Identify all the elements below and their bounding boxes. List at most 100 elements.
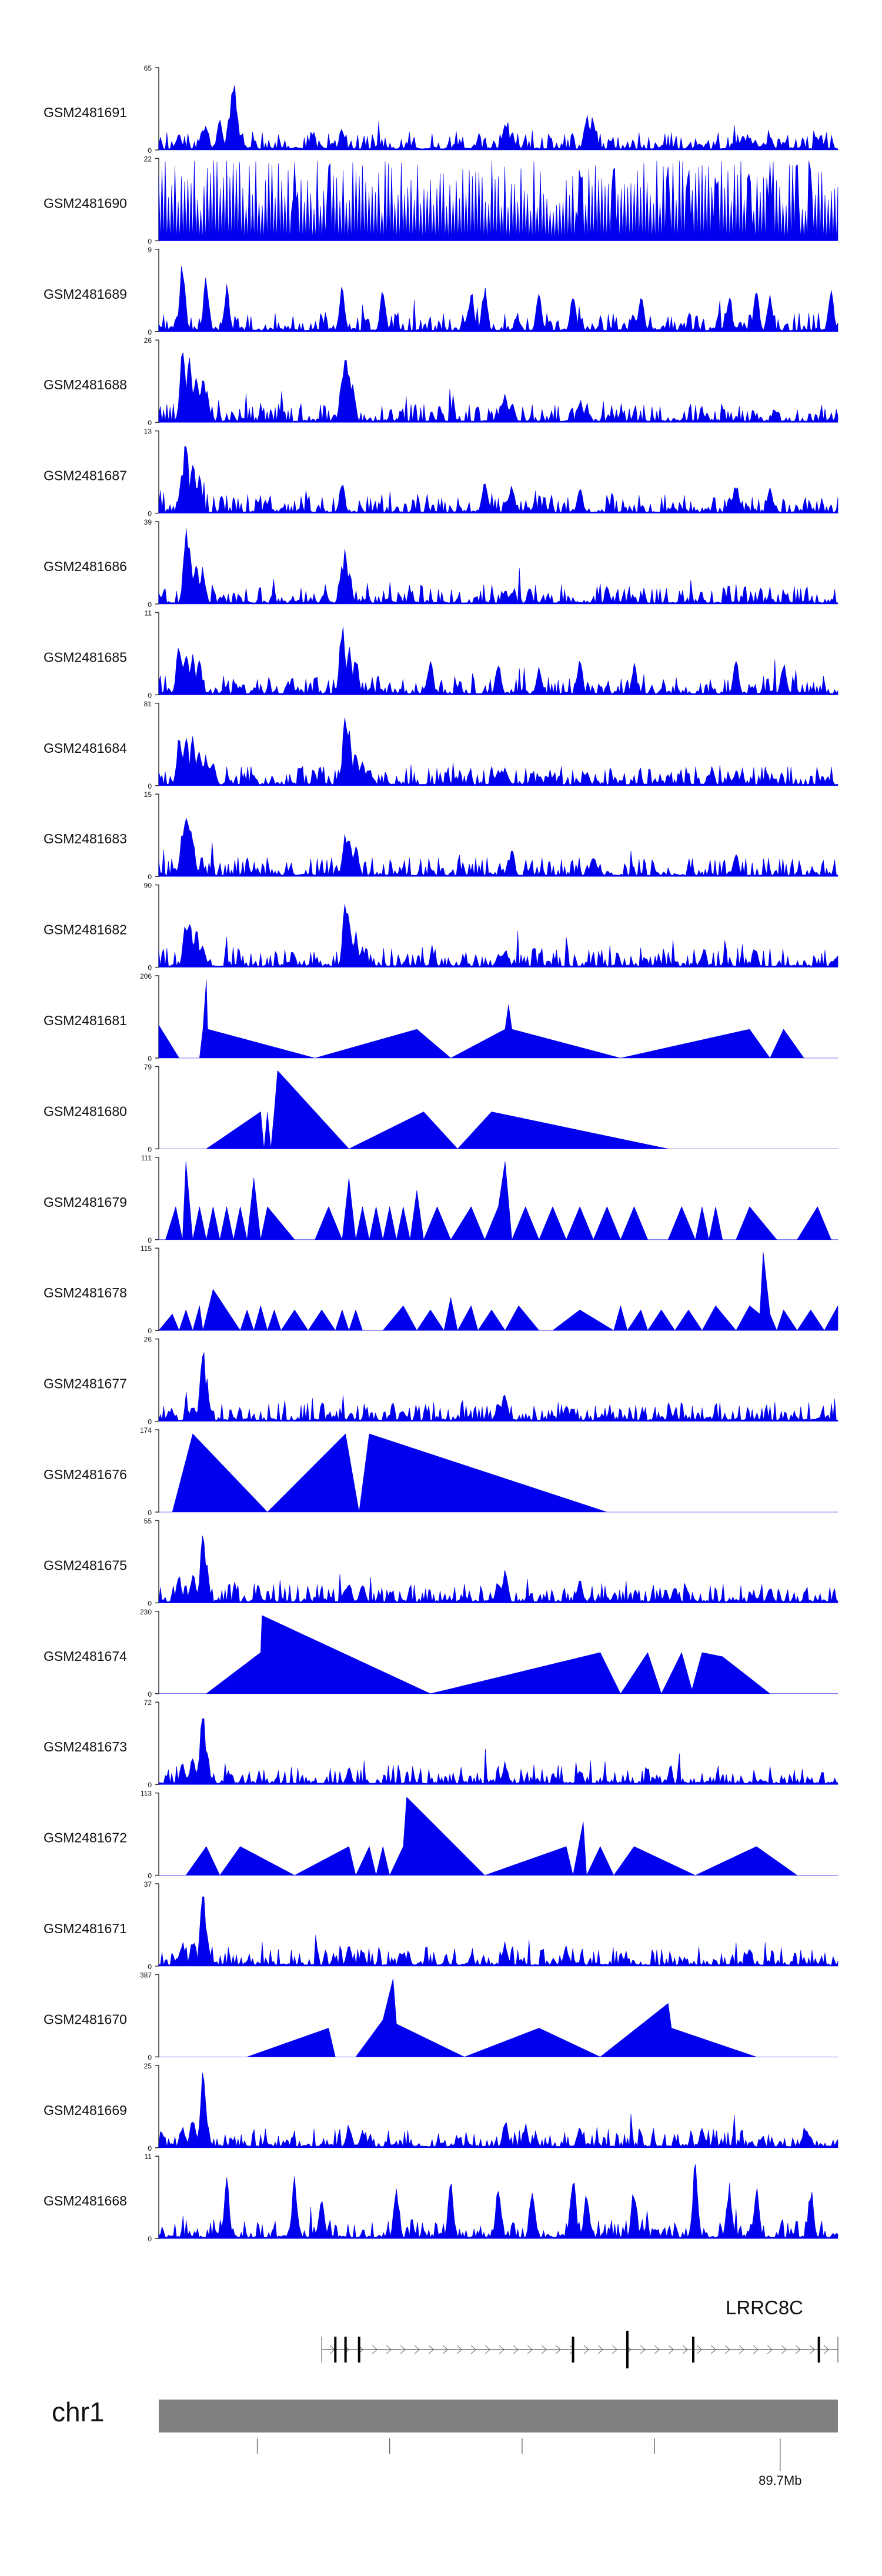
track-GSM2481671: GSM2481671 37 0	[44, 1880, 838, 1971]
track-label: GSM2481671	[44, 1921, 127, 1936]
strand-direction-chevron	[583, 2345, 589, 2354]
y-axis-max-label: 206	[140, 972, 152, 980]
coverage-area-GSM2481671	[158, 1896, 838, 1967]
y-axis-min-label: 0	[148, 419, 152, 427]
y-axis	[155, 703, 159, 786]
track-GSM2481684: GSM2481684 81 0	[44, 700, 838, 790]
exon-mark	[626, 2331, 629, 2368]
strand-direction-chevron	[456, 2345, 462, 2354]
strand-direction-chevron	[470, 2345, 476, 2354]
y-axis	[155, 249, 159, 332]
coverage-area-GSM2481679	[158, 1161, 838, 1240]
track-label: GSM2481686	[44, 559, 127, 574]
exon-mark	[817, 2337, 820, 2363]
coverage-area-GSM2481683	[158, 817, 838, 877]
strand-direction-chevron	[541, 2345, 547, 2354]
coverage-area-GSM2481673	[158, 1718, 838, 1785]
y-axis-min-label: 0	[148, 691, 152, 699]
track-GSM2481672: GSM2481672 113 0	[44, 1790, 838, 1880]
y-axis-min-label: 0	[148, 964, 152, 972]
y-axis-min-label: 0	[148, 328, 152, 336]
y-axis	[155, 2155, 159, 2239]
track-GSM2481675: GSM2481675 55 0	[44, 1517, 838, 1607]
coverage-area-GSM2481685	[158, 626, 838, 695]
strand-direction-chevron	[400, 2345, 406, 2354]
track-GSM2481688: GSM2481688 26 0	[44, 336, 838, 427]
y-axis-min-label: 0	[148, 1145, 152, 1153]
strand-direction-chevron	[428, 2345, 434, 2354]
y-axis	[155, 1520, 159, 1604]
track-label: GSM2481669	[44, 2103, 127, 2118]
track-GSM2481682: GSM2481682 90 0	[44, 882, 838, 972]
track-GSM2481687: GSM2481687 13 0	[44, 428, 838, 518]
track-GSM2481668: GSM2481668 11 0	[44, 2153, 838, 2243]
y-axis	[155, 1429, 159, 1513]
y-axis-min-label: 0	[148, 2235, 152, 2243]
y-axis-min-label: 0	[148, 2144, 152, 2153]
strand-direction-chevron	[668, 2345, 674, 2354]
coverage-area-GSM2481681	[158, 979, 838, 1059]
y-axis	[155, 1611, 159, 1694]
coverage-area-GSM2481678	[158, 1252, 838, 1331]
y-axis-max-label: 13	[144, 428, 152, 436]
y-axis	[155, 1883, 159, 1967]
y-axis	[155, 1974, 159, 2058]
y-axis	[155, 158, 159, 242]
strand-direction-chevron	[640, 2345, 646, 2354]
strand-direction-chevron	[372, 2345, 377, 2354]
track-GSM2481669: GSM2481669 25 0	[44, 2062, 838, 2153]
y-axis-min-label: 0	[148, 1509, 152, 1517]
track-label: GSM2481678	[44, 1285, 127, 1300]
track-GSM2481685: GSM2481685 11 0	[44, 609, 838, 699]
y-axis	[155, 1157, 159, 1240]
y-axis-min-label: 0	[148, 1236, 152, 1244]
strand-direction-chevron	[710, 2345, 716, 2354]
y-axis	[155, 521, 159, 605]
y-axis-max-label: 230	[140, 1608, 152, 1616]
y-axis-max-label: 81	[144, 700, 152, 708]
gene-track: LRRC8C	[321, 2297, 838, 2368]
track-label: GSM2481683	[44, 831, 127, 846]
coverage-area-GSM2481684	[158, 718, 838, 786]
strand-direction-chevron	[753, 2345, 759, 2354]
strand-direction-chevron	[781, 2345, 787, 2354]
strand-direction-chevron	[527, 2345, 533, 2354]
track-GSM2481678: GSM2481678 115 0	[44, 1244, 838, 1335]
exon-mark	[344, 2337, 347, 2363]
strand-direction-chevron	[823, 2345, 829, 2354]
y-axis-min-label: 0	[148, 873, 152, 881]
track-label: GSM2481691	[44, 105, 127, 120]
y-axis	[155, 975, 159, 1059]
y-axis	[155, 430, 159, 514]
track-label: GSM2481679	[44, 1194, 127, 1210]
chromosome-tick-label-89.7Mb: 89.7Mb	[759, 2473, 801, 2488]
y-axis-min-label: 0	[148, 1055, 152, 1063]
track-label: GSM2481684	[44, 740, 127, 756]
gene-name-label: LRRC8C	[726, 2297, 803, 2318]
strand-direction-chevron	[809, 2345, 815, 2354]
y-axis-min-label: 0	[148, 600, 152, 609]
strand-direction-chevron	[555, 2345, 561, 2354]
y-axis	[155, 884, 159, 968]
strand-direction-chevron	[442, 2345, 448, 2354]
y-axis-max-label: 37	[144, 1880, 152, 1888]
y-axis-max-label: 26	[144, 1336, 152, 1344]
coverage-area-GSM2481669	[158, 2072, 838, 2148]
y-axis-min-label: 0	[148, 1872, 152, 1880]
y-axis	[155, 1792, 159, 1876]
coverage-area-GSM2481668	[158, 2164, 838, 2239]
coverage-area-GSM2481690	[158, 161, 838, 241]
track-label: GSM2481687	[44, 468, 127, 483]
track-label: GSM2481668	[44, 2193, 127, 2208]
track-label: GSM2481674	[44, 1649, 127, 1664]
y-axis-max-label: 387	[140, 1971, 152, 1979]
strand-direction-chevron	[513, 2345, 519, 2354]
track-label: GSM2481685	[44, 649, 127, 665]
y-axis	[155, 1247, 159, 1331]
y-axis	[155, 1701, 159, 1785]
y-axis-min-label: 0	[148, 1418, 152, 1426]
coverage-tracks: GSM2481691650GSM2481690220GSM248168990GS…	[44, 64, 838, 2243]
strand-direction-chevron	[739, 2345, 744, 2354]
strand-direction-chevron	[682, 2345, 688, 2354]
track-GSM2481674: GSM2481674 230 0	[44, 1608, 838, 1699]
